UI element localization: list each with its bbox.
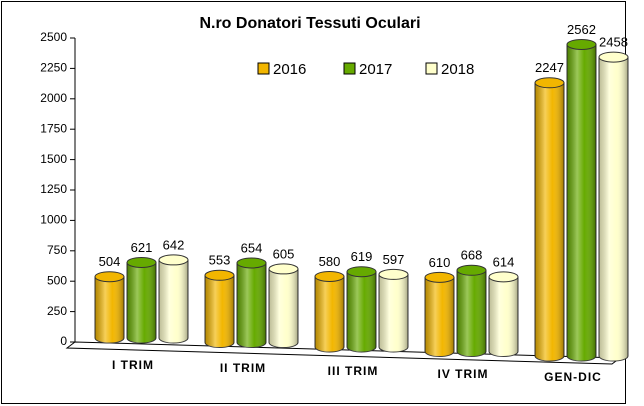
- bar-shade: [425, 277, 454, 357]
- bar-cap: [268, 263, 299, 275]
- bar-shade: [599, 57, 628, 362]
- value-label: 614: [493, 254, 515, 269]
- legend-label: 2016: [273, 61, 306, 78]
- bar-cap: [236, 257, 267, 269]
- value-label: 2458: [599, 35, 628, 50]
- bar-shade: [457, 270, 486, 357]
- value-label: 642: [163, 237, 185, 252]
- y-tick-label: 500: [47, 273, 67, 287]
- x-tick-label: GEN-DIC: [544, 370, 602, 384]
- chart-title: N.ro Donatori Tessuti Oculari: [199, 15, 420, 32]
- y-tick-label: 1250: [40, 182, 67, 196]
- y-tick-label: 0: [60, 334, 67, 348]
- bar-cap: [488, 271, 519, 283]
- bar-shade: [379, 274, 408, 352]
- value-label: 610: [429, 255, 451, 270]
- x-tick-label: I TRIM: [112, 358, 154, 372]
- bar-shade: [205, 275, 234, 348]
- bar-cap: [126, 256, 157, 268]
- x-tick-label: IV TRIM: [438, 367, 489, 381]
- value-label: 621: [131, 240, 153, 255]
- bar-shade: [95, 276, 125, 343]
- bar-cap: [456, 264, 487, 276]
- value-label: 668: [461, 248, 483, 263]
- y-tick-label: 2000: [40, 91, 67, 105]
- y-tick-label: 2250: [40, 61, 67, 75]
- bar-shade: [269, 268, 298, 348]
- chart-frame: [1, 1, 626, 404]
- value-label: 654: [241, 240, 263, 255]
- bar-cap: [378, 268, 409, 280]
- bar-cap: [598, 51, 629, 63]
- value-label: 553: [209, 253, 231, 268]
- value-label: 605: [273, 246, 295, 261]
- bar-shade: [315, 276, 344, 352]
- legend-label: 2018: [441, 61, 474, 78]
- x-tick-label: II TRIM: [220, 361, 266, 375]
- bar-cap: [424, 271, 455, 283]
- bar-cap: [534, 77, 565, 89]
- value-label: 2247: [535, 60, 564, 75]
- bar-shade: [159, 259, 188, 343]
- x-tick-label: III TRIM: [328, 364, 379, 378]
- bar-cap: [158, 254, 189, 266]
- bar-shade: [535, 82, 564, 362]
- value-label: 504: [99, 254, 121, 269]
- y-tick-label: 250: [47, 304, 67, 318]
- bar-shade: [127, 262, 156, 343]
- bar-shade: [567, 44, 596, 362]
- value-label: 2562: [567, 22, 596, 37]
- y-tick-label: 750: [47, 243, 67, 257]
- legend-swatch: [425, 62, 438, 75]
- legend-swatch: [257, 62, 270, 75]
- y-tick-label: 2500: [40, 30, 67, 44]
- legend-swatch: [343, 62, 356, 75]
- bar-shade: [489, 276, 518, 357]
- bar-shade: [347, 271, 376, 352]
- bar-cap: [314, 270, 345, 282]
- y-tick-label: 1000: [40, 213, 67, 227]
- bar-shade: [237, 262, 266, 348]
- bar-cap: [94, 271, 125, 283]
- legend-label: 2017: [359, 61, 392, 78]
- bar-cap: [566, 38, 597, 50]
- value-label: 597: [383, 252, 405, 267]
- value-label: 580: [319, 254, 341, 269]
- bar-cap: [346, 266, 377, 278]
- y-tick-label: 1750: [40, 121, 67, 135]
- y-tick-label: 1500: [40, 152, 67, 166]
- value-label: 619: [351, 249, 373, 264]
- bar-cap: [204, 269, 235, 281]
